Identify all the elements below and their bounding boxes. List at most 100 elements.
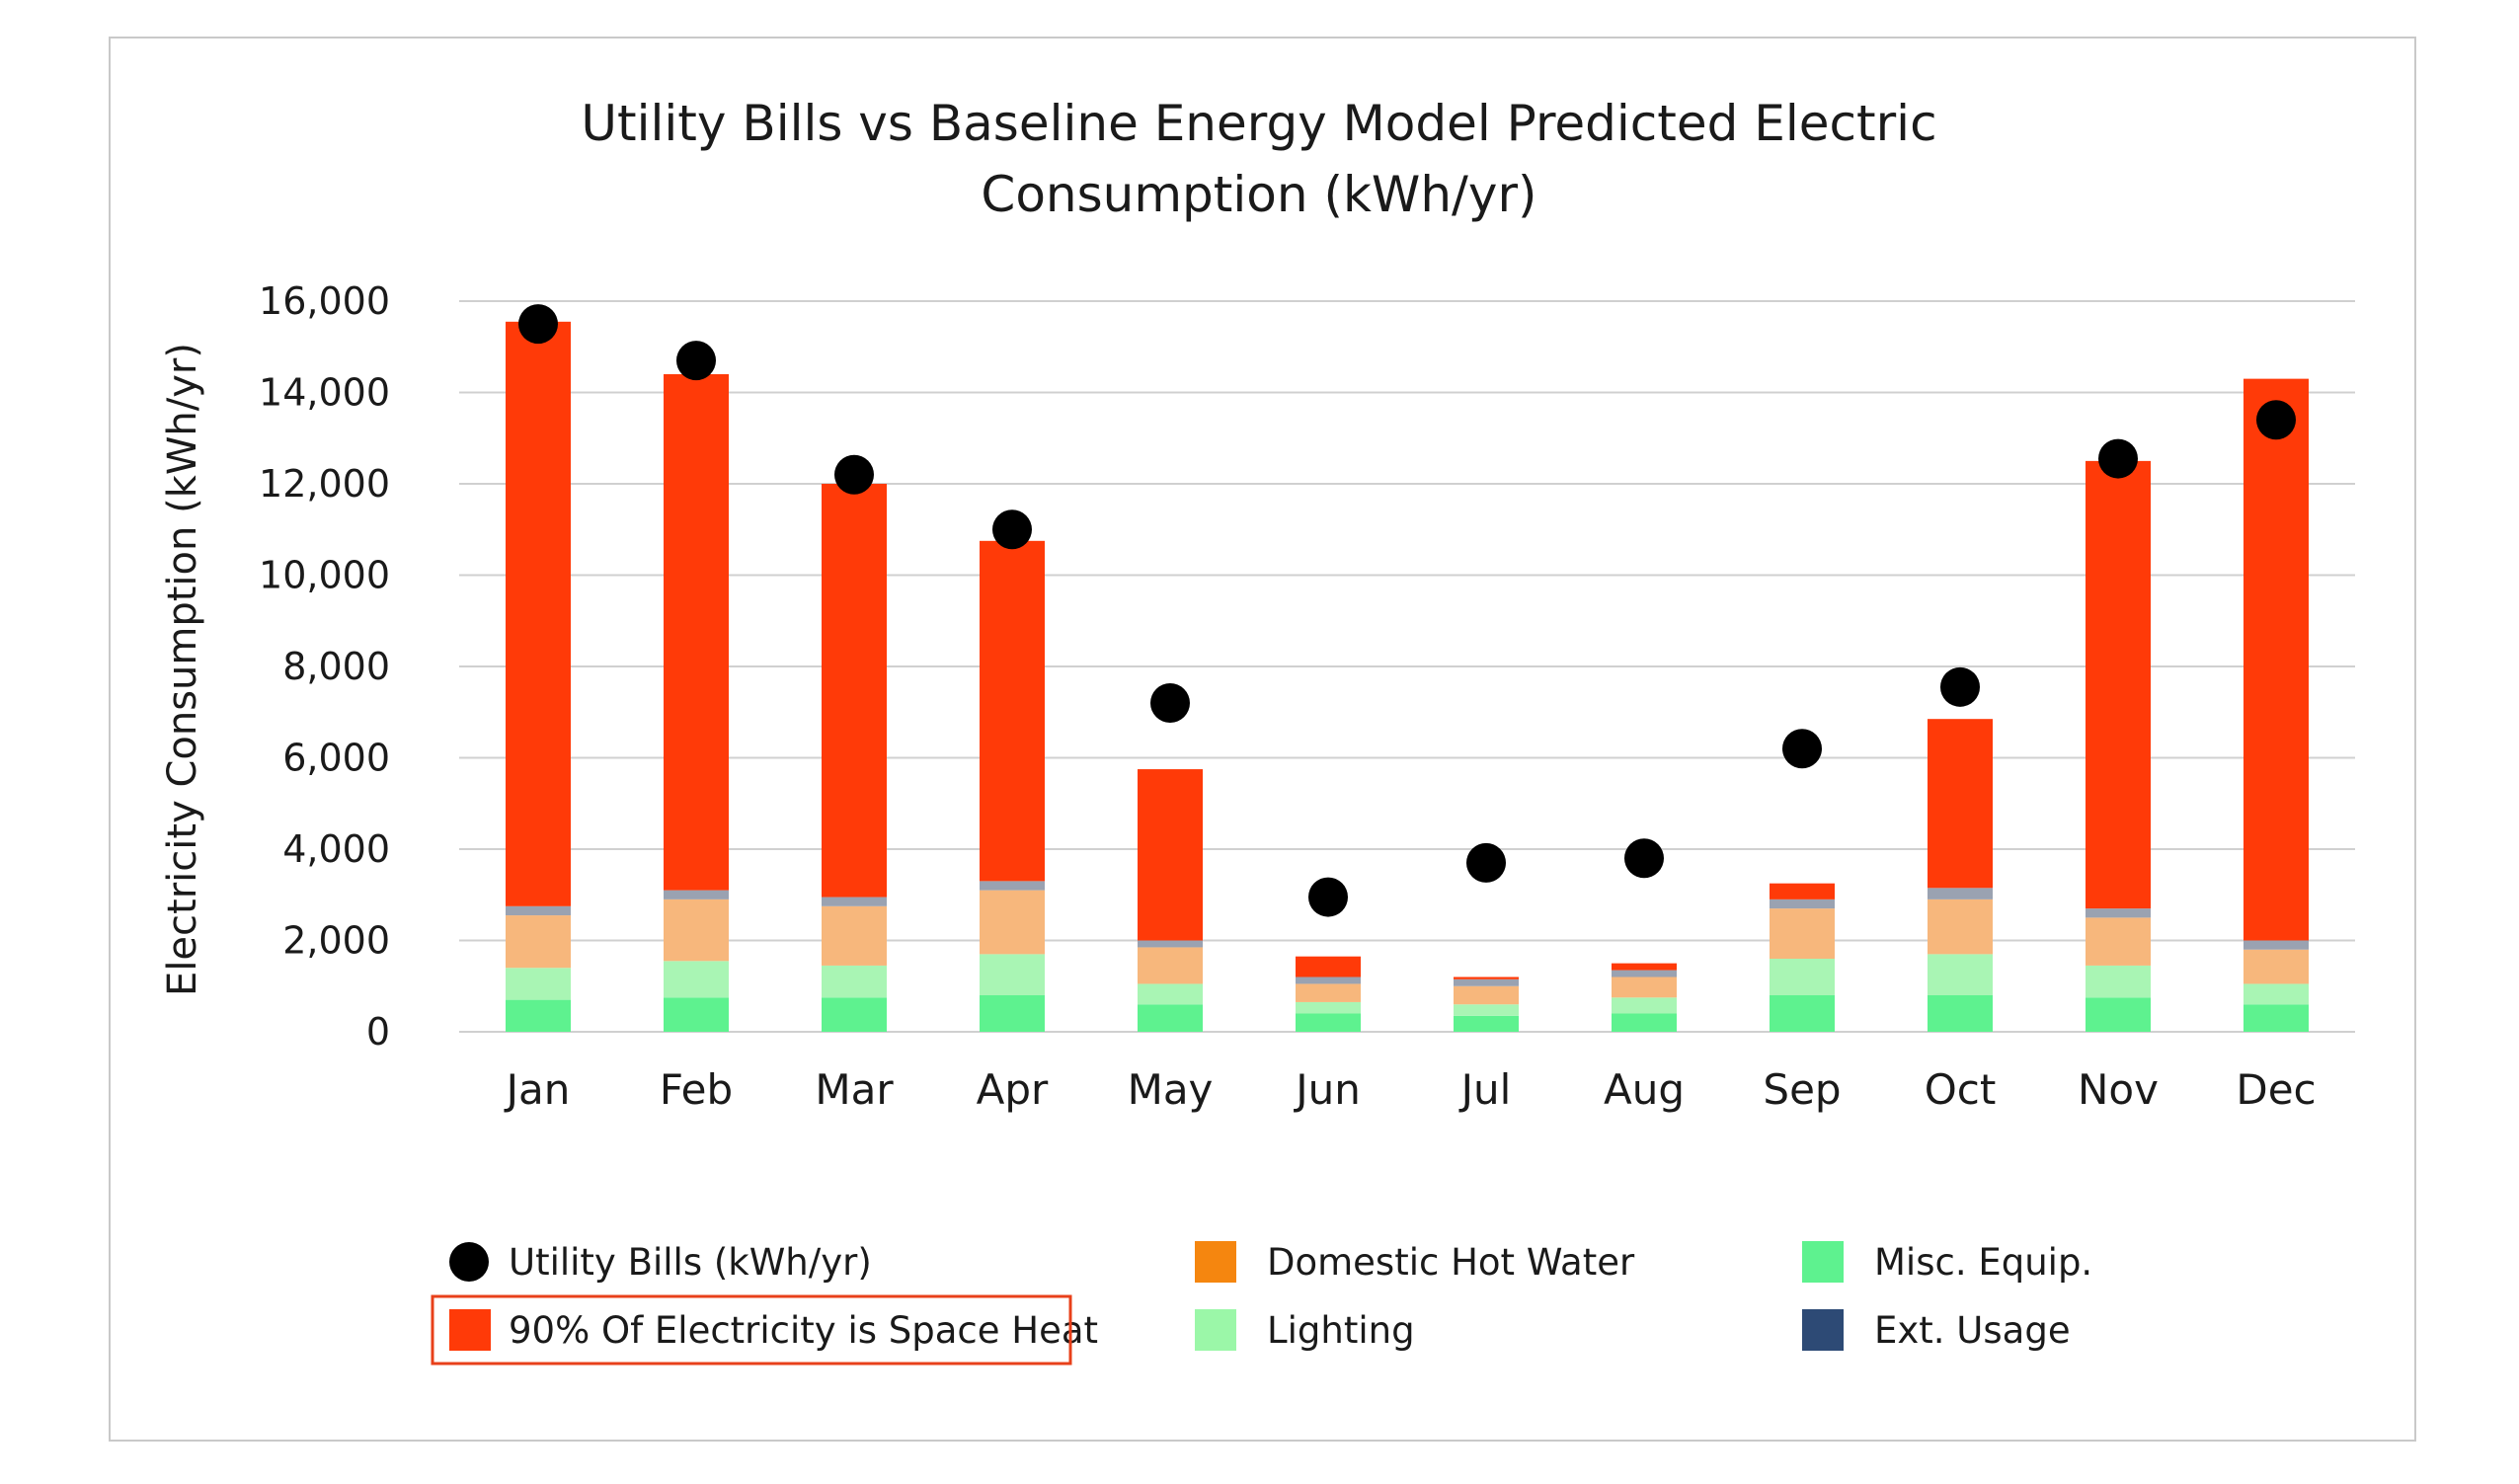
- bar-segment: [2243, 949, 2309, 984]
- bar-segment: [506, 968, 571, 1000]
- bar-segment: [980, 954, 1045, 995]
- bar-segment: [1454, 985, 1519, 1005]
- bar-stack-feb: [664, 374, 729, 1032]
- legend-marker-square: [449, 1309, 491, 1351]
- bar-segment: [2086, 917, 2151, 966]
- bar-stack-aug: [1612, 963, 1677, 1032]
- bar-segment: [664, 997, 729, 1032]
- bar-segment: [1770, 995, 1835, 1032]
- bar-segment: [664, 898, 729, 962]
- legend-marker-square: [1195, 1241, 1236, 1283]
- utility-bill-point: [1940, 666, 1980, 707]
- bar-segment: [1770, 908, 1835, 959]
- x-category-label: Nov: [2078, 1065, 2159, 1114]
- bar-segment: [2243, 378, 2309, 941]
- utility-bill-point: [676, 341, 716, 381]
- bar-segment: [1612, 997, 1677, 1014]
- legend-highlight-box: [431, 1294, 1072, 1366]
- chart-title: Utility Bills vs Baseline Energy Model P…: [581, 95, 1936, 223]
- legend-item: Ext. Usage: [1802, 1309, 2071, 1352]
- bar-stack-apr: [980, 540, 1045, 1032]
- bar-segment: [1138, 769, 1203, 941]
- bar-segment: [1770, 959, 1835, 995]
- bar-segment: [2086, 997, 2151, 1032]
- bar-segment: [1296, 956, 1361, 977]
- bar-segment: [1138, 940, 1203, 948]
- bar-segment: [664, 961, 729, 998]
- x-category-label: Aug: [1604, 1065, 1685, 1114]
- utility-bill-markers: [518, 304, 2296, 917]
- chart-frame: [109, 37, 2416, 1442]
- x-category-label: Feb: [660, 1065, 733, 1114]
- bar-stack-oct: [1928, 719, 1993, 1032]
- legend-label: Domestic Hot Water: [1267, 1241, 1635, 1284]
- bar-segment: [1928, 954, 1993, 995]
- x-category-label: Jan: [504, 1065, 571, 1114]
- bar-stack-jan: [506, 321, 571, 1032]
- bar-segment: [1612, 1013, 1677, 1032]
- bar-segment: [506, 321, 571, 906]
- bar-stack-jun: [1296, 956, 1361, 1032]
- bar-stack-may: [1138, 769, 1203, 1032]
- y-tick-label: 0: [366, 1010, 390, 1054]
- bar-segment: [1296, 1013, 1361, 1032]
- utility-bill-point: [1150, 683, 1190, 723]
- legend-marker-square: [1802, 1309, 1844, 1351]
- bar-segment: [1138, 983, 1203, 1005]
- y-tick-label: 2,000: [282, 919, 390, 963]
- bar-segment: [1454, 1015, 1519, 1032]
- bar-segment: [1138, 947, 1203, 984]
- bar-segment: [980, 995, 1045, 1032]
- y-axis-ticks: 0 2,000 4,000 6,000 8,000 10,000 12,000 14,000 1…: [259, 279, 390, 1054]
- bar-segment: [1454, 1004, 1519, 1016]
- legend-marker-square: [1195, 1309, 1236, 1351]
- utility-bill-point: [1782, 729, 1822, 769]
- bar-segment: [822, 997, 887, 1032]
- legend-marker-circle: [449, 1242, 489, 1282]
- legend-label: Misc. Equip.: [1874, 1241, 2092, 1284]
- bar-segment: [2243, 1004, 2309, 1032]
- bar-stack-sep: [1770, 883, 1835, 1032]
- legend: Utility Bills (kWh/yr) Domestic Hot Water…: [431, 1241, 2092, 1366]
- bar-segment: [1928, 719, 1993, 889]
- utility-bill-point: [1624, 838, 1664, 879]
- x-category-label: May: [1128, 1065, 1214, 1114]
- utility-bill-point: [1308, 877, 1348, 917]
- bar-segment: [1612, 963, 1677, 971]
- y-tick-label: 10,000: [259, 554, 390, 597]
- legend-item: Domestic Hot Water: [1195, 1241, 1635, 1284]
- bar-segment: [1770, 883, 1835, 899]
- bar-segment: [822, 905, 887, 966]
- bar-segment: [1928, 898, 1993, 955]
- bar-segment: [1454, 976, 1519, 979]
- bar-segment: [1138, 1004, 1203, 1032]
- x-category-label: Mar: [815, 1065, 894, 1114]
- utility-bill-point: [834, 454, 874, 495]
- chart-title-line-1: Utility Bills vs Baseline Energy Model P…: [581, 95, 1936, 152]
- bar-segment: [980, 881, 1045, 891]
- bar-segment: [664, 890, 729, 899]
- bar-segment: [1296, 1001, 1361, 1014]
- bar-segment: [822, 965, 887, 998]
- y-tick-label: 12,000: [259, 462, 390, 506]
- bar-segment: [1928, 995, 1993, 1032]
- bar-stack-mar: [822, 484, 887, 1032]
- bar-segment: [506, 905, 571, 916]
- chart-title-line-2: Consumption (kWh/yr): [981, 166, 1536, 223]
- legend-marker-square: [1802, 1241, 1844, 1283]
- y-tick-label: 8,000: [282, 645, 390, 688]
- legend-item: Misc. Equip.: [1802, 1241, 2092, 1284]
- bar-stack-jul: [1454, 976, 1519, 1032]
- legend-label: Utility Bills (kWh/yr): [509, 1241, 872, 1284]
- bar-segment: [1296, 976, 1361, 984]
- bar-segment: [664, 374, 729, 891]
- utility-bill-point: [1466, 842, 1506, 883]
- y-tick-label: 4,000: [282, 827, 390, 871]
- bar-segment: [506, 915, 571, 969]
- x-axis-categories: Jan Feb Mar Apr May Jun Jul Aug Sep Oct Nov Dec: [504, 1065, 2317, 1114]
- x-category-label: Apr: [977, 1065, 1049, 1114]
- legend-label: Ext. Usage: [1874, 1309, 2071, 1352]
- bar-segment: [2086, 965, 2151, 998]
- bar-segment: [1612, 976, 1677, 998]
- bar-segment: [980, 890, 1045, 955]
